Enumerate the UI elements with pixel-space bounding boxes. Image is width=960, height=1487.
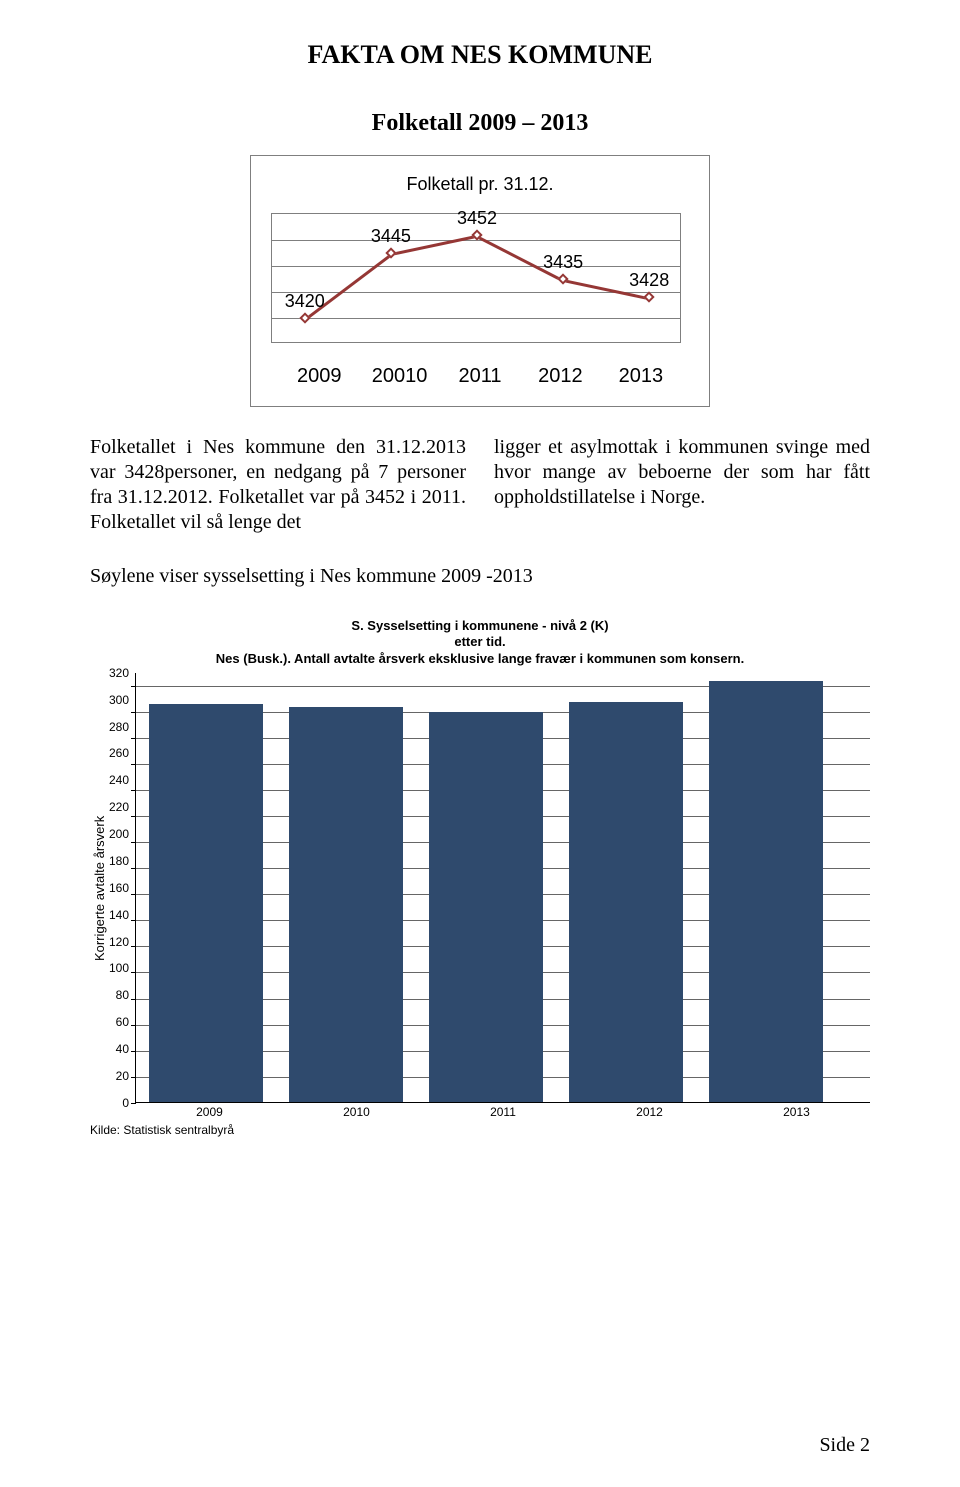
chart2-ytick: [131, 738, 136, 739]
folketall-chart-title: Folketall pr. 31.12.: [271, 174, 689, 195]
sysselsetting-source: Kilde: Statistisk sentralbyrå: [90, 1123, 870, 1137]
chart1-xaxis-label: 2009: [279, 365, 359, 388]
chart1-gridline: [272, 318, 680, 319]
chart1-xaxis-label: 20010: [359, 365, 439, 388]
chart2-ytick: [131, 920, 136, 921]
chart1-gridline: [272, 266, 680, 267]
chart1-data-label: 3445: [371, 226, 411, 247]
chart1-data-label: 3428: [629, 270, 669, 291]
section-folketall-title: Folketall 2009 – 2013: [90, 110, 870, 137]
folketall-chart-plot: 34203445345234353428: [271, 213, 681, 343]
chart2-ytick: [131, 972, 136, 973]
chart2-title-line2: etter tid.: [454, 634, 505, 649]
chart2-bar: [149, 704, 264, 1101]
chart2-bar: [429, 712, 544, 1102]
chart2-ytick: [131, 1103, 136, 1104]
chart2-ytick: [131, 894, 136, 895]
chart2-ytick: [131, 999, 136, 1000]
chart2-ytick: [131, 1077, 136, 1078]
chart1-xaxis-label: 2012: [520, 365, 600, 388]
chart2-xaxis-label: 2009: [196, 1105, 223, 1119]
chart2-ytick: [131, 1025, 136, 1026]
chart2-ytick: [131, 842, 136, 843]
body-col-1: Folketallet i Nes kommune den 31.12.2013…: [90, 435, 466, 535]
sysselsetting-chart: S. Sysselsetting i kommunene - nivå 2 (K…: [90, 618, 870, 1137]
chart2-title-line3: Nes (Busk.). Antall avtalte årsverk eksk…: [216, 651, 744, 666]
chart2-title-line1: S. Sysselsetting i kommunene - nivå 2 (K…: [351, 618, 608, 633]
chart1-data-label: 3435: [543, 252, 583, 273]
body-paragraph: Folketallet i Nes kommune den 31.12.2013…: [90, 435, 870, 535]
chart2-ytick: [131, 1051, 136, 1052]
chart2-ytick: [131, 816, 136, 817]
section-sysselsetting-title: Søylene viser sysselsetting i Nes kommun…: [90, 565, 870, 588]
chart2-bar: [569, 702, 684, 1102]
chart1-data-label: 3420: [285, 291, 325, 312]
chart2-xaxis-label: 2010: [343, 1105, 370, 1119]
chart2-ytick: [131, 790, 136, 791]
chart2-bar: [709, 681, 824, 1102]
sysselsetting-chart-title: S. Sysselsetting i kommunene - nivå 2 (K…: [90, 618, 870, 667]
chart2-bar: [289, 707, 404, 1102]
chart2-ytick: [131, 712, 136, 713]
sysselsetting-plot: [135, 673, 870, 1103]
chart2-xaxis-label: 2013: [783, 1105, 810, 1119]
page-title: FAKTA OM NES KOMMUNE: [90, 40, 870, 70]
sysselsetting-xaxis: 2009 2010 2011 2012 2013: [136, 1105, 870, 1119]
chart1-xaxis-label: 2011: [440, 365, 520, 388]
chart2-xaxis-label: 2011: [490, 1105, 516, 1119]
page-footer: Side 2: [819, 1434, 870, 1457]
chart2-xaxis-label: 2012: [636, 1105, 663, 1119]
chart2-ytick: [131, 686, 136, 687]
folketall-chart-frame: Folketall pr. 31.12. 3420 3445 3452 3435 342…: [250, 155, 710, 407]
body-col-2: ligger et asylmottak i kommunen svinge m…: [494, 435, 870, 535]
chart2-ytick: [131, 764, 136, 765]
sysselsetting-ylabel: Korrigerte avtalte årsverk: [90, 673, 109, 1103]
folketall-chart-xaxis: 200920010201120122013: [271, 365, 689, 388]
chart2-ytick: [131, 946, 136, 947]
chart1-data-label: 3452: [457, 208, 497, 229]
chart1-xaxis-label: 2013: [601, 365, 681, 388]
chart1-marker: [644, 292, 655, 303]
chart2-ytick: [131, 868, 136, 869]
